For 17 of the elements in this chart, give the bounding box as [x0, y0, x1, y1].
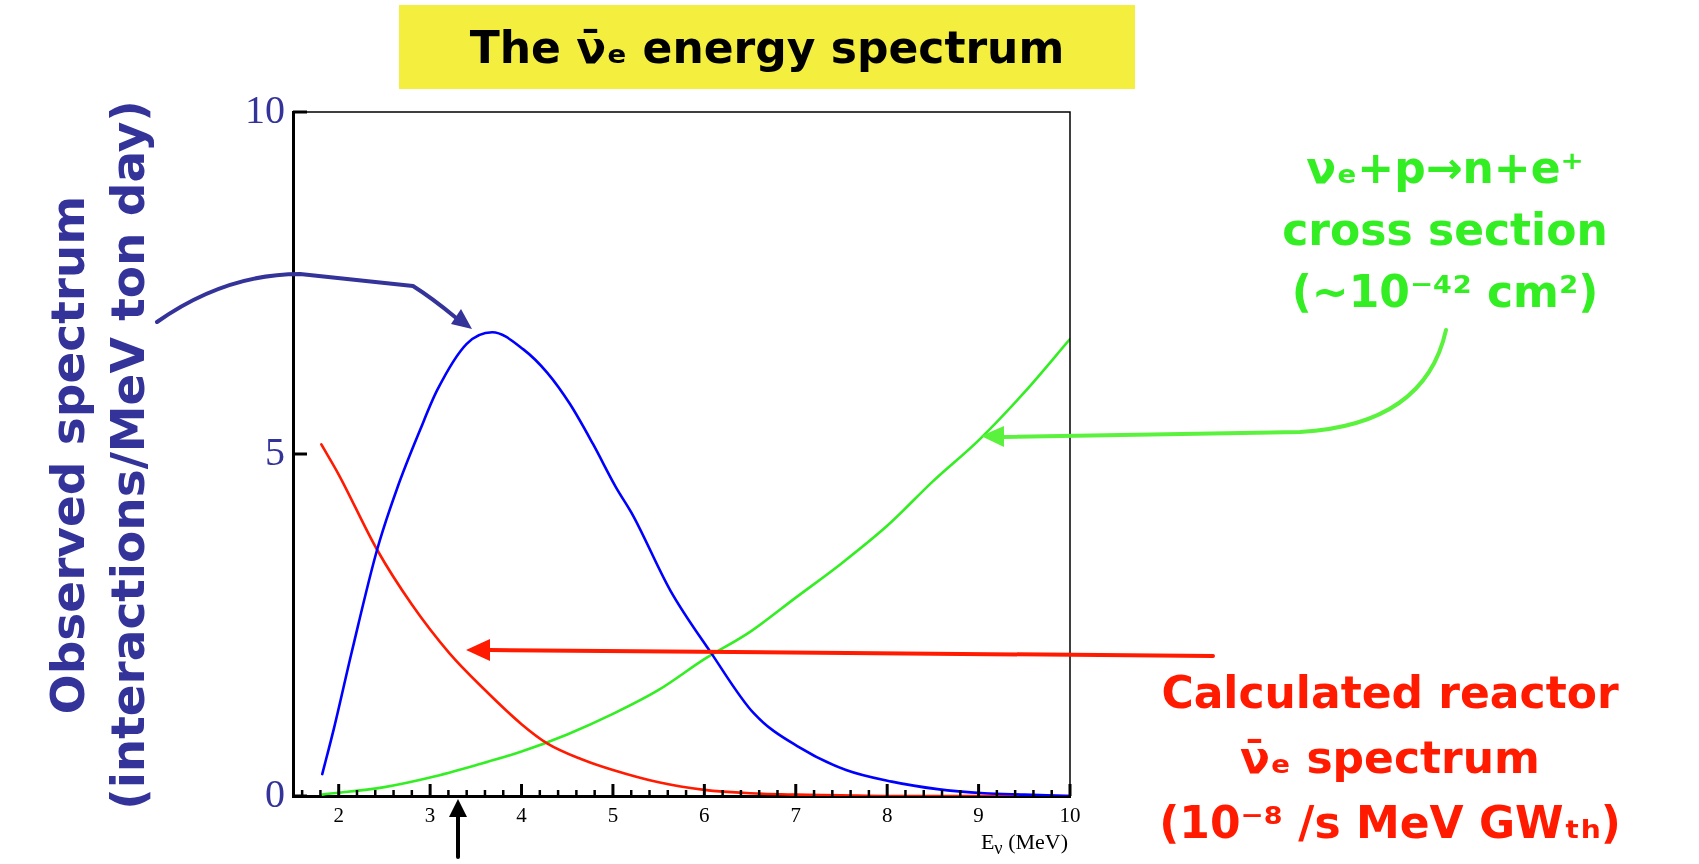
y-tick-label: 0 — [265, 770, 285, 816]
x-axis-title: E$_{ν}$ (MeV) — [980, 829, 1068, 860]
x-tick-label: 4 — [516, 803, 528, 828]
y-tick-label: 10 — [245, 86, 285, 132]
x-tick-label: 3 — [424, 803, 436, 828]
chart-title: The ν̄ₑ energy spectrum — [469, 21, 1065, 73]
x-tick-label: 7 — [790, 803, 802, 828]
y-tick-label: 5 — [265, 428, 285, 474]
text: νₑ+p→n+e⁺ cross section (~10⁻⁴² cm²) — [1282, 142, 1608, 317]
x-tick-label: 5 — [607, 803, 619, 828]
x-tick-label: 8 — [881, 803, 893, 828]
y-axis-title: Observed spectrum (interactions/MeV ton day) — [39, 100, 156, 810]
x-tick-label: 9 — [973, 803, 984, 828]
text: Calculated reactor ν̄ₑ spectrum (10⁻⁸ /s MeV GWₜₕ) — [1159, 667, 1621, 848]
x-tick-label: 6 — [699, 803, 710, 828]
x-tick-label: 2 — [333, 803, 344, 828]
x-tick-label: 10 — [1059, 803, 1081, 828]
